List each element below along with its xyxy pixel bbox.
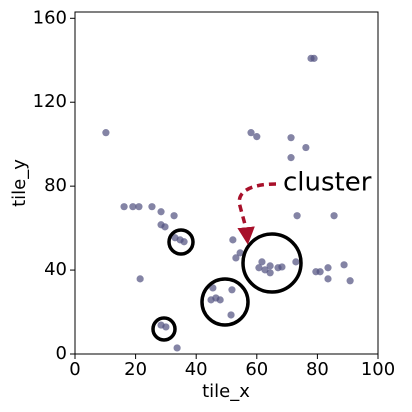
point <box>228 286 236 294</box>
x-tick-label: 0 <box>69 359 80 380</box>
point <box>316 268 324 276</box>
point <box>229 236 237 244</box>
point <box>330 212 338 220</box>
point <box>136 275 144 283</box>
point <box>180 238 188 246</box>
point <box>324 264 332 272</box>
point <box>227 311 235 319</box>
highlight-circle <box>241 232 303 294</box>
point <box>102 129 110 137</box>
point <box>120 203 128 211</box>
point <box>324 275 332 283</box>
point <box>232 254 240 262</box>
point <box>287 134 295 142</box>
x-tick-label: 100 <box>361 359 395 380</box>
point <box>266 269 274 277</box>
point <box>135 203 143 211</box>
plot-frame <box>74 11 379 355</box>
point <box>346 277 354 285</box>
point <box>287 154 295 162</box>
point <box>173 344 181 352</box>
point <box>236 249 244 257</box>
point <box>293 212 301 220</box>
x-tick-label: 40 <box>185 359 208 380</box>
x-axis-label: tile_x <box>202 381 250 402</box>
point <box>253 133 261 141</box>
y-axis-label: tile_y <box>9 159 30 207</box>
point <box>258 258 266 266</box>
point <box>310 54 318 62</box>
point <box>247 129 255 137</box>
point <box>216 296 224 304</box>
y-tick-label: 0 <box>56 343 67 364</box>
point <box>161 223 169 231</box>
x-tick-label: 20 <box>124 359 147 380</box>
point <box>340 261 348 269</box>
highlight-circle <box>167 228 195 256</box>
point <box>129 203 137 211</box>
point <box>278 263 286 271</box>
x-tick-label: 60 <box>245 359 268 380</box>
y-tick-label: 120 <box>33 91 67 112</box>
point <box>157 208 165 216</box>
annotation: cluster <box>283 168 372 198</box>
point <box>170 212 178 220</box>
point <box>292 258 300 266</box>
point <box>162 323 170 331</box>
y-tick-label: 40 <box>44 259 67 280</box>
y-tick-label: 80 <box>44 175 67 196</box>
highlight-circle <box>200 277 250 327</box>
point <box>266 262 274 270</box>
highlight-circle <box>151 316 177 342</box>
point <box>148 203 156 211</box>
point <box>255 264 263 272</box>
y-tick-label: 160 <box>33 7 67 28</box>
x-tick-label: 80 <box>306 359 329 380</box>
point <box>209 284 217 292</box>
annotation-arrow <box>237 182 277 245</box>
point <box>302 143 310 152</box>
